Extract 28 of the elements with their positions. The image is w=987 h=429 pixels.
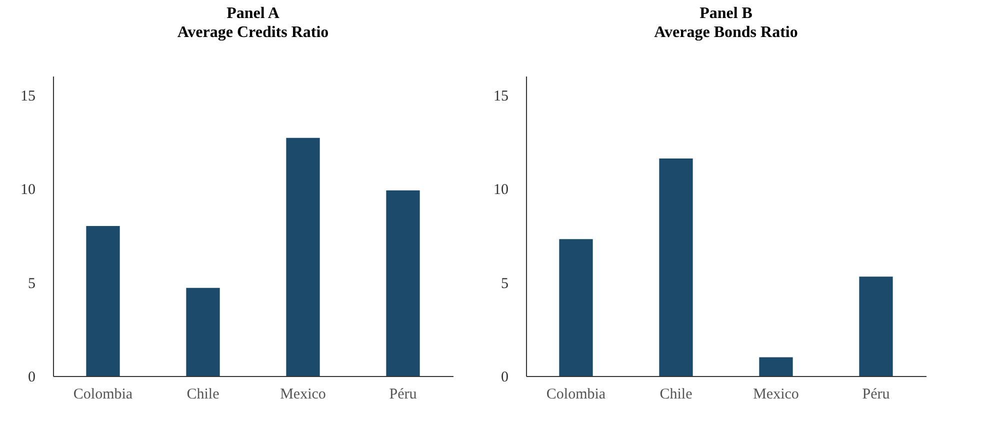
bar bbox=[859, 276, 893, 376]
chart-title: Panel B bbox=[700, 5, 753, 22]
y-tick-label: 10 bbox=[494, 182, 508, 198]
y-tick-label: 0 bbox=[501, 370, 508, 386]
y-tick-label: 5 bbox=[28, 276, 36, 292]
chart-subtitle: Average Credits Ratio bbox=[177, 24, 329, 41]
bar bbox=[186, 288, 220, 376]
y-tick-label: 0 bbox=[28, 370, 36, 386]
x-tick-label: Péru bbox=[389, 386, 418, 402]
chart-title: Panel A bbox=[226, 5, 280, 22]
bar bbox=[559, 239, 593, 376]
chart-subtitle: Average Bonds Ratio bbox=[654, 24, 798, 41]
y-tick-label: 15 bbox=[20, 88, 36, 104]
bar bbox=[286, 138, 320, 376]
bar bbox=[86, 226, 120, 376]
y-tick-label: 10 bbox=[20, 182, 36, 198]
bar bbox=[386, 190, 420, 376]
x-tick-label: Mexico bbox=[753, 386, 799, 402]
x-tick-label: Colombia bbox=[73, 386, 133, 402]
bar bbox=[759, 357, 793, 376]
x-tick-label: Chile bbox=[186, 386, 220, 402]
x-tick-label: Colombia bbox=[546, 386, 606, 402]
y-tick-label: 15 bbox=[494, 88, 508, 104]
x-tick-label: Chile bbox=[660, 386, 693, 402]
y-tick-label: 5 bbox=[501, 276, 508, 292]
bar bbox=[659, 158, 693, 376]
x-tick-label: Péru bbox=[862, 386, 890, 402]
x-tick-label: Mexico bbox=[280, 386, 326, 402]
